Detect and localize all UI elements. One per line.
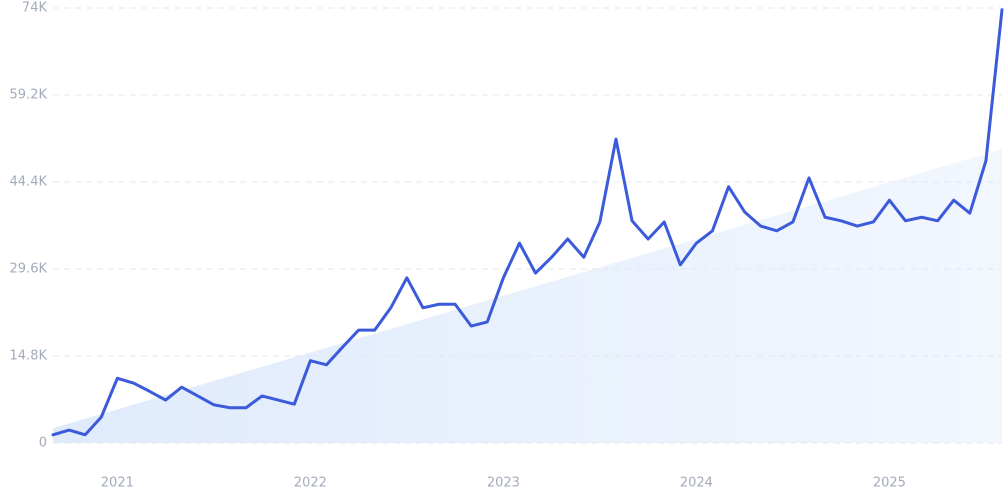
x-tick-label: 2021 [101, 476, 134, 491]
line [51, 8, 1004, 437]
y-tick-label: 0 [39, 436, 47, 451]
y-tick-label: 74K [22, 1, 48, 16]
x-tick-label: 2024 [680, 476, 713, 491]
y-tick-label: 59.2K [10, 88, 48, 103]
y-tick-label: 29.6K [10, 262, 48, 277]
y-tick-label: 44.4K [10, 175, 48, 190]
trend-area [53, 149, 1002, 443]
x-tick-label: 2023 [487, 476, 520, 491]
x-tick-label: 2022 [294, 476, 327, 491]
y-tick-label: 14.8K [10, 349, 48, 364]
x-tick-label: 2025 [873, 476, 906, 491]
